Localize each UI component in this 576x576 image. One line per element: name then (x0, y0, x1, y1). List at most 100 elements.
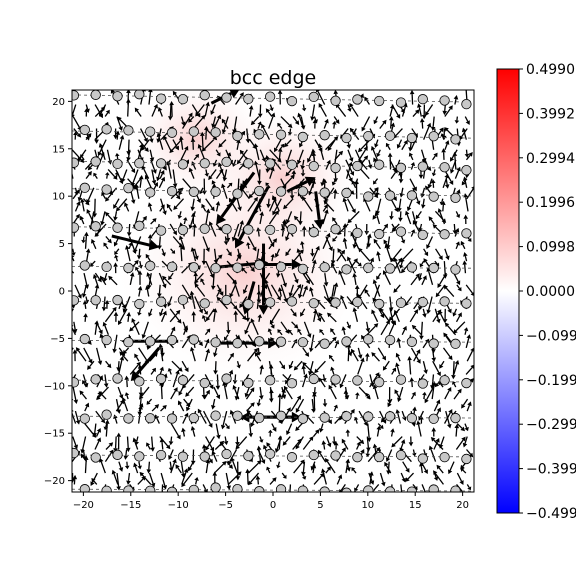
field-arrow-head (103, 383, 109, 388)
field-arrow (410, 141, 416, 151)
field-arrow-head (256, 445, 262, 451)
field-arrow-head (72, 474, 78, 480)
field-arrow (136, 110, 142, 117)
field-arrow-head (194, 255, 199, 261)
field-arrow (159, 198, 166, 212)
field-arrow-head (399, 193, 405, 198)
strong-arrow-head (216, 213, 227, 225)
field-arrow (431, 374, 435, 386)
field-arrow (285, 198, 294, 207)
atom-marker (428, 131, 439, 142)
x-tick-label: 5 (317, 500, 323, 511)
field-arrow (377, 272, 382, 278)
field-arrow-head (332, 121, 337, 125)
field-arrow (317, 91, 326, 105)
field-arrow-head (225, 237, 231, 243)
field-arrow-head (145, 253, 150, 259)
field-arrow-head (151, 367, 156, 373)
field-arrow-head (392, 196, 397, 202)
atom-marker (417, 161, 428, 172)
strong-arrow (314, 191, 321, 221)
field-arrow-head (327, 312, 332, 318)
atom-marker (166, 186, 178, 197)
field-arrow (298, 116, 305, 129)
field-arrow-head (97, 151, 102, 157)
field-arrow-head (327, 146, 332, 151)
field-arrow (73, 128, 80, 135)
field-arrow (331, 284, 335, 298)
field-arrow-head (394, 389, 399, 394)
field-arrow-head (372, 279, 378, 284)
field-arrow-head (424, 251, 429, 257)
field-arrow (169, 312, 179, 323)
field-arrow (320, 315, 326, 323)
field-arrow-head (434, 382, 440, 388)
field-arrow-head (113, 135, 118, 140)
field-arrow (298, 251, 303, 262)
atom-marker (297, 413, 309, 424)
atom-marker (286, 159, 298, 170)
field-arrow-head (415, 214, 420, 220)
field-arrow (227, 473, 240, 485)
field-arrow-head (358, 247, 363, 253)
field-arrow (422, 308, 426, 314)
field-arrow (247, 245, 250, 249)
field-arrow (164, 138, 171, 151)
field-arrow-head (422, 275, 427, 281)
field-arrow (304, 364, 316, 375)
field-arrow-head (217, 162, 223, 167)
field-arrow-head (100, 106, 106, 112)
field-arrow (395, 260, 401, 274)
field-arrow-head (138, 405, 143, 410)
atom-marker (90, 90, 101, 100)
strong-arrow-head (130, 370, 142, 382)
field-arrow (212, 273, 215, 286)
field-arrow-head (190, 206, 196, 212)
field-arrow (213, 386, 219, 396)
field-arrow-head (114, 250, 119, 255)
field-arrow-head (115, 130, 121, 135)
field-arrow (149, 149, 153, 158)
atom-markers (72, 90, 474, 492)
field-arrow (466, 350, 473, 362)
field-arrow-head (244, 392, 250, 398)
field-arrow (302, 272, 309, 281)
x-tick-label: 20 (456, 500, 469, 511)
field-arrow-head (410, 161, 416, 167)
field-arrow-head (265, 154, 270, 160)
field-arrow-head (443, 332, 448, 338)
field-arrow (442, 204, 445, 212)
field-arrow (356, 436, 362, 442)
field-arrow (147, 275, 153, 286)
field-arrow (411, 128, 417, 135)
atom-marker (374, 376, 385, 388)
atom-marker (275, 129, 287, 140)
field-arrow (181, 337, 190, 349)
atom-marker (439, 162, 450, 173)
field-arrow-head (283, 204, 288, 210)
field-arrow-head (242, 289, 248, 295)
field-arrow (104, 272, 108, 279)
field-arrow-head (119, 355, 125, 361)
field-arrow-head (422, 313, 427, 318)
field-arrow-head (349, 102, 354, 108)
field-arrow (408, 360, 412, 375)
field-arrow-head (259, 211, 264, 216)
field-arrow (72, 116, 80, 128)
field-arrow-head (98, 142, 104, 148)
field-arrow-head (113, 262, 118, 267)
field-arrow-head (241, 315, 247, 321)
field-arrow-head (215, 385, 221, 390)
field-arrow (336, 477, 341, 485)
field-arrow-head (340, 295, 345, 300)
field-arrow (107, 214, 117, 225)
field-arrow-head (326, 466, 331, 471)
field-arrow-head (236, 138, 241, 144)
field-arrow-head (451, 375, 456, 380)
field-arrow (126, 379, 128, 388)
field-arrow (366, 325, 376, 336)
atom-marker (123, 182, 134, 194)
atom-marker (286, 378, 298, 389)
field-arrow (351, 130, 360, 141)
field-arrow (287, 248, 292, 254)
